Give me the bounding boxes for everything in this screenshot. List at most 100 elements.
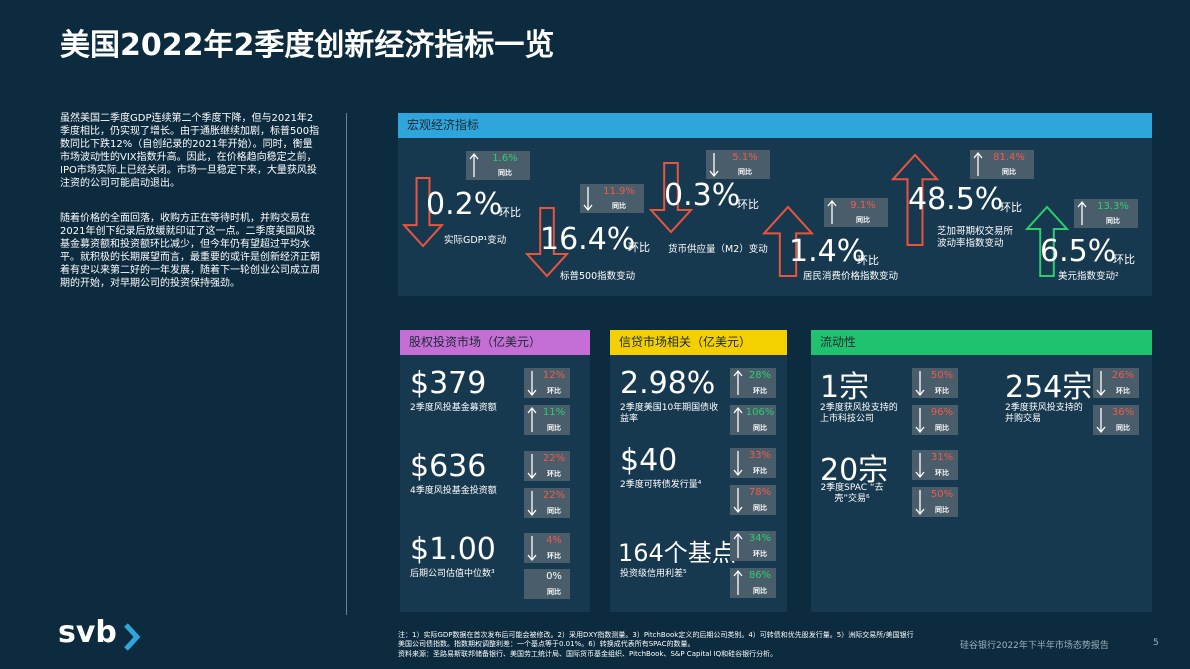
value: 20宗 bbox=[820, 453, 889, 488]
badge: 33% 环比 bbox=[730, 448, 776, 478]
macro-label: 芝加哥期权交易所波动率指数变动 bbox=[937, 226, 1014, 249]
label: 2季度SPAC “去壳”交易⁶ bbox=[820, 483, 884, 504]
badge-arrow bbox=[1096, 408, 1106, 434]
badge-value: 12% bbox=[542, 370, 566, 381]
value: $379 bbox=[410, 366, 487, 401]
badge-label: 同比 bbox=[753, 587, 767, 595]
big-arrow bbox=[891, 153, 939, 246]
badge-label: 环比 bbox=[753, 550, 767, 558]
badge-label: 环比 bbox=[547, 387, 561, 395]
badge-label: 同比 bbox=[935, 506, 949, 514]
badge-arrow bbox=[733, 451, 743, 477]
value: 1宗 bbox=[820, 370, 870, 405]
logo-chevron bbox=[124, 623, 141, 651]
arrow-shape bbox=[891, 153, 939, 246]
badge-label: 同比 bbox=[1002, 168, 1016, 176]
macro-panel: 宏观经济指标 bbox=[398, 113, 1152, 296]
badge: 50% 环比 bbox=[912, 368, 958, 398]
badge-icon bbox=[709, 153, 719, 178]
badge: 26% 环比 bbox=[1093, 368, 1139, 398]
badge-arrow bbox=[527, 371, 537, 397]
badge-icon bbox=[915, 408, 925, 434]
big-arrow bbox=[1025, 205, 1069, 277]
badge-value: 11% bbox=[542, 407, 566, 418]
badge-arrow bbox=[733, 369, 743, 395]
footnote-2: 资料来源：圣路易斯联邦储备银行、美国劳工统计局、国际货币基金组织、PitchBo… bbox=[398, 650, 778, 658]
badge-value: 4% bbox=[546, 535, 562, 546]
badge-icon bbox=[915, 490, 925, 516]
badge: 9.1% 同比 bbox=[824, 198, 888, 227]
badge-value: 1.6% bbox=[492, 153, 518, 164]
badge-arrow bbox=[583, 187, 593, 212]
badge-value: 50% bbox=[930, 370, 954, 381]
intro-1: 虽然美国二季度GDP连续第二个季度下降，但与2021年2季度相比，仍实现了增长。… bbox=[60, 113, 320, 189]
badge-icon bbox=[733, 569, 743, 595]
badge: 12% 环比 bbox=[524, 368, 570, 398]
badge-label: 同比 bbox=[856, 216, 870, 224]
label: 2季度可转债发行量⁴ bbox=[620, 480, 702, 490]
badge-icon bbox=[733, 369, 743, 395]
arrow-shape bbox=[402, 177, 444, 248]
macro-unit: 环比 bbox=[737, 198, 759, 211]
badge-icon bbox=[527, 491, 537, 517]
panel-header: 股权投资市场（亿美元） bbox=[400, 330, 590, 355]
badge-icon bbox=[1077, 200, 1087, 225]
badge-icon bbox=[527, 371, 537, 397]
badge-arrow bbox=[1077, 200, 1087, 225]
value: $1.00 bbox=[410, 532, 496, 567]
macro-label: 标普500指数变动 bbox=[560, 271, 636, 282]
macro-value: 1.4% bbox=[789, 234, 866, 269]
badge-arrow bbox=[973, 151, 983, 176]
label: 2季度获风投支持的并购交易 bbox=[1005, 403, 1083, 424]
macro-value: 0.2% bbox=[426, 187, 503, 222]
badge: 28% 环比 bbox=[730, 368, 776, 398]
badge-arrow bbox=[527, 536, 537, 562]
macro-label: 居民消费价格指数变动 bbox=[803, 271, 899, 282]
title: 美国2022年2季度创新经济指标一览 bbox=[60, 28, 555, 63]
badge-arrow bbox=[527, 406, 537, 432]
big-arrow bbox=[762, 205, 814, 277]
value: 254宗 bbox=[1005, 370, 1093, 405]
badge-icon bbox=[469, 152, 479, 177]
badge-icon bbox=[527, 406, 537, 432]
badge-arrow bbox=[733, 532, 743, 558]
badge-arrow bbox=[733, 488, 743, 514]
macro-value: 16.4% bbox=[540, 222, 636, 257]
badge-value: 26% bbox=[1111, 370, 1135, 381]
badge-label: 同比 bbox=[612, 202, 626, 210]
badge-icon bbox=[733, 406, 743, 432]
badge-arrow bbox=[827, 199, 837, 224]
intro-2: 随着价格的全面回落，收购方正在等待时机，并购交易在2021年创下纪录后放缓就印证… bbox=[60, 213, 320, 289]
label: 2季度获风投支持的上市科技公司 bbox=[820, 403, 898, 424]
badge-label: 同比 bbox=[935, 424, 949, 432]
label: 2季度美国10年期国债收益率 bbox=[620, 403, 719, 424]
macro-label: 实际GDP¹变动 bbox=[444, 235, 507, 246]
macro-unit: 环比 bbox=[499, 206, 521, 219]
badge: 81.4% 同比 bbox=[970, 150, 1034, 179]
badge: 106% 同比 bbox=[730, 405, 776, 435]
badge-value: 50% bbox=[930, 489, 954, 500]
badge: 36% 同比 bbox=[1093, 405, 1139, 435]
badge-label: 同比 bbox=[547, 507, 561, 515]
label: 4季度风投基金投资额 bbox=[410, 486, 497, 496]
macro-unit: 环比 bbox=[628, 241, 650, 254]
badge-icon bbox=[733, 451, 743, 477]
footnote-1: 注：1）实际GDP数据在首次发布后可能会被修改。2）采用DXY指数测量。3）Pi… bbox=[398, 631, 914, 648]
macro-label: 货币供应量（M2）变动 bbox=[668, 244, 768, 255]
arrow-shape bbox=[1025, 205, 1069, 277]
macro-value: 0.3% bbox=[664, 178, 741, 213]
badge-icon bbox=[583, 187, 593, 212]
badge: 50% 同比 bbox=[912, 487, 958, 517]
badge-label: 同比 bbox=[547, 424, 561, 432]
badge-value: 9.1% bbox=[850, 200, 876, 211]
badge: 1.6% 同比 bbox=[466, 151, 530, 180]
badge-arrow bbox=[915, 408, 925, 434]
panel-header: 信贷市场相关（亿美元） bbox=[610, 330, 787, 355]
macro-unit: 环比 bbox=[1000, 201, 1022, 214]
badge-label: 环比 bbox=[935, 387, 949, 395]
macro-value: 48.5% bbox=[908, 182, 1004, 217]
badge: 96% 同比 bbox=[912, 405, 958, 435]
badge-value: 81.4% bbox=[993, 152, 1025, 163]
badge: 22% 环比 bbox=[524, 451, 570, 481]
